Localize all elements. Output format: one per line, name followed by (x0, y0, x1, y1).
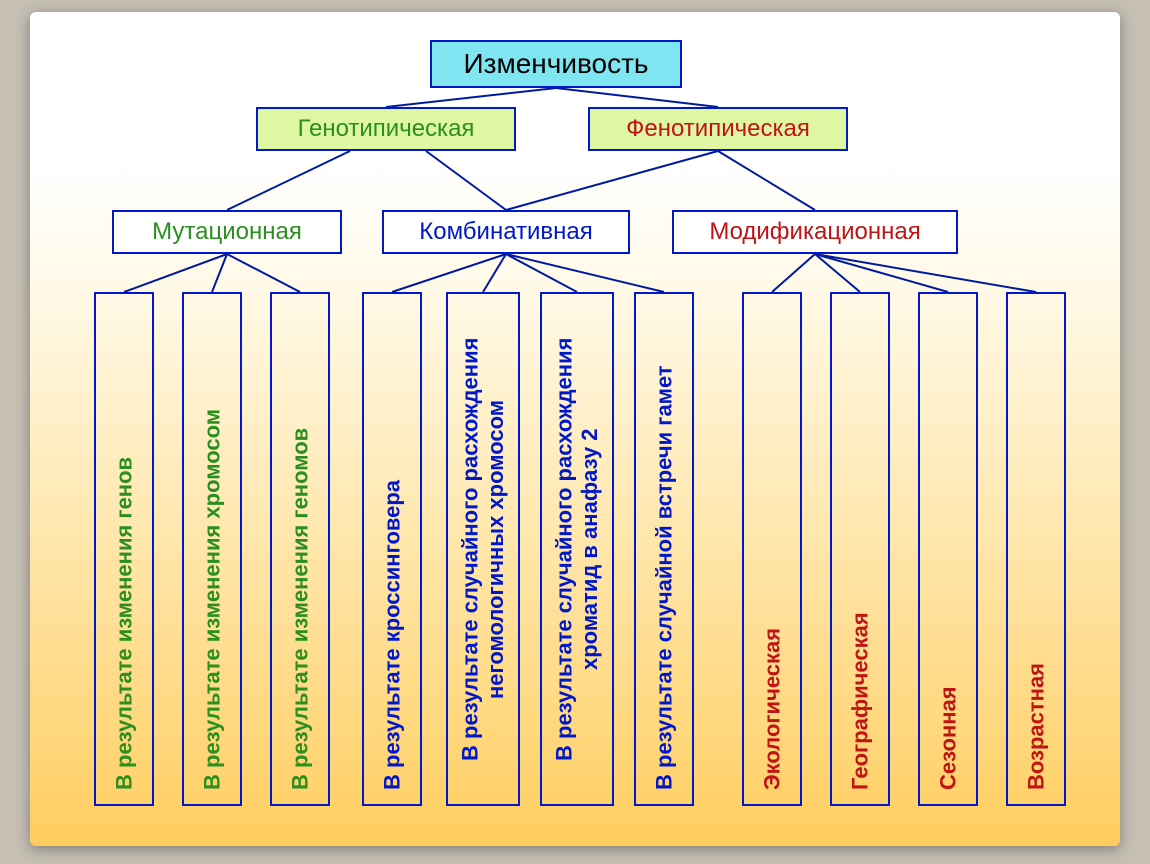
leaf-box: В результате кроссинговера (362, 292, 422, 806)
leaf-box: Сезонная (918, 292, 978, 806)
node-genotypic: Генотипическая (256, 107, 516, 151)
leaf-box: Географическая (830, 292, 890, 806)
leaf-box: Возрастная (1006, 292, 1066, 806)
leaf-box: В результате изменения хромосом (182, 292, 242, 806)
node-mutational-label: Мутационная (152, 218, 302, 246)
node-modification: Модификационная (672, 210, 958, 254)
leaf-label: В результате кроссинговера (379, 480, 404, 790)
leaf-label: В результате изменения хромосом (199, 409, 224, 790)
node-phenotypic-label: Фенотипическая (626, 115, 810, 143)
node-combinative-label: Комбинативная (419, 218, 593, 246)
leaf-label: В результате изменения геномов (287, 428, 312, 790)
leaf-label: Возрастная (1023, 663, 1048, 790)
leaf-label: В результате случайного расхождения него… (458, 308, 509, 790)
leaf-box: В результате случайного расхождения него… (446, 292, 520, 806)
node-modification-label: Модификационная (709, 218, 920, 246)
node-phenotypic: Фенотипическая (588, 107, 848, 151)
leaf-box: В результате случайного расхождения хром… (540, 292, 614, 806)
node-root-label: Изменчивость (463, 48, 648, 80)
leaf-box: Экологическая (742, 292, 802, 806)
leaf-label: Сезонная (935, 686, 960, 790)
node-root: Изменчивость (430, 40, 682, 88)
leaf-label: В результате случайного расхождения хром… (552, 308, 603, 790)
leaf-label: Географическая (847, 612, 872, 790)
leaf-box: В результате изменения геномов (270, 292, 330, 806)
leaf-box: В результате изменения генов (94, 292, 154, 806)
slide-canvas: Изменчивость Генотипическая Фенотипическ… (30, 12, 1120, 846)
node-genotypic-label: Генотипическая (298, 115, 475, 143)
node-mutational: Мутационная (112, 210, 342, 254)
node-combinative: Комбинативная (382, 210, 630, 254)
leaf-label: Экологическая (759, 628, 784, 790)
leaf-box: В результате случайной встречи гамет (634, 292, 694, 806)
leaf-label: В результате случайной встречи гамет (651, 365, 676, 790)
leaf-label: В результате изменения генов (111, 457, 136, 790)
